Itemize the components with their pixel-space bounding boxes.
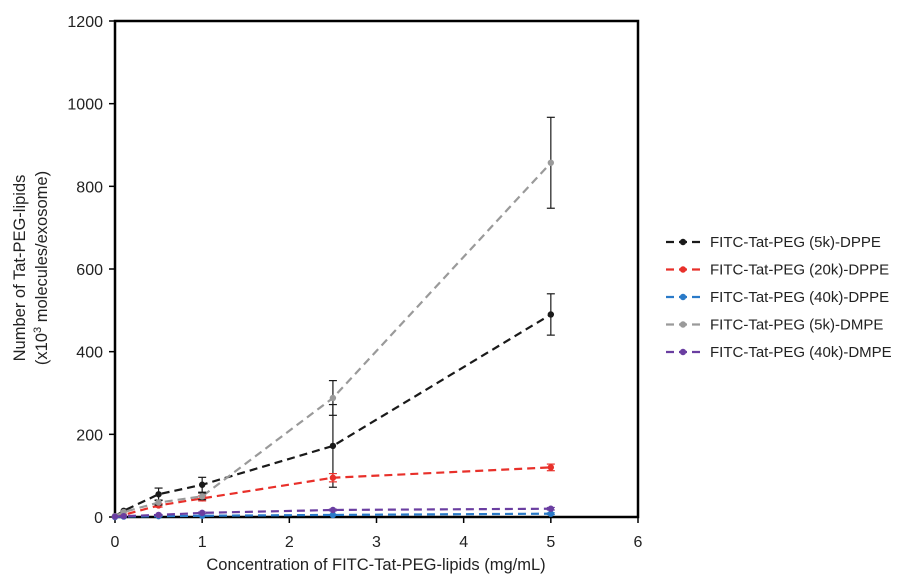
x-axis-title: Concentration of FITC-Tat-PEG-lipids (mg… [206, 556, 545, 574]
plot-frame [113, 19, 640, 519]
series-group [111, 505, 555, 520]
y-axis-title-post: molecules/exosome) [33, 171, 51, 327]
legend-label: FITC-Tat-PEG (20k)-DPPE [710, 262, 889, 279]
data-point [111, 513, 119, 520]
data-point [120, 512, 127, 520]
series-layer [111, 116, 555, 521]
y-tick-label: 1200 [67, 14, 103, 31]
data-point [329, 442, 337, 450]
x-tick-label: 2 [285, 534, 294, 551]
y-axis-title-superscript: 3 [32, 327, 44, 333]
data-point [155, 499, 162, 506]
x-tick-label: 1 [198, 534, 207, 551]
data-point [329, 506, 337, 514]
series-line [114, 162, 552, 518]
y-axis-title-pre: (x10 [33, 333, 51, 365]
legend-item: FITC-Tat-PEG (40k)-DMPE [666, 344, 892, 361]
legend-swatch-marker [679, 348, 687, 356]
legend-label: FITC-Tat-PEG (40k)-DPPE [710, 289, 889, 306]
legend-swatch-marker [679, 293, 687, 301]
chart-axes: 0 200 400 600 800 1000 1200 0 1 2 3 4 5 6 [67, 14, 642, 551]
data-point [155, 491, 162, 498]
y-axis-title-line2: (x103 molecules/exosome) [32, 171, 51, 365]
x-tick-label: 0 [111, 534, 120, 551]
data-point [198, 493, 206, 500]
legend-item: FITC-Tat-PEG (5k)-DPPE [666, 234, 881, 251]
data-point [198, 481, 206, 488]
legend-item: FITC-Tat-PEG (20k)-DPPE [666, 262, 889, 279]
y-tick-label: 200 [76, 427, 103, 444]
x-tick-label: 6 [634, 534, 643, 551]
data-point [198, 509, 206, 517]
data-point [547, 311, 555, 318]
legend-swatch-marker [679, 238, 687, 246]
legend-label: FITC-Tat-PEG (40k)-DMPE [710, 344, 892, 361]
y-tick-label: 800 [76, 179, 103, 196]
data-point [329, 394, 337, 402]
x-tick-label: 5 [546, 534, 555, 551]
series-line [114, 313, 552, 518]
legend-swatch-marker [679, 266, 687, 273]
y-tick-label: 600 [76, 262, 103, 279]
legend-item: FITC-Tat-PEG (40k)-DPPE [666, 289, 889, 306]
x-tick-label: 4 [459, 534, 468, 551]
x-tick-label: 3 [372, 534, 381, 551]
legend-item: FITC-Tat-PEG (5k)-DMPE [666, 317, 883, 334]
y-tick-label: 1000 [67, 97, 103, 114]
data-point [547, 464, 555, 471]
y-tick-label: 400 [76, 345, 103, 362]
data-point [329, 474, 337, 481]
data-point [547, 510, 555, 517]
y-axis-title-line1: Number of Tat-PEG-lipids [11, 175, 29, 362]
legend-label: FITC-Tat-PEG (5k)-DPPE [710, 234, 881, 251]
data-point [547, 159, 555, 166]
y-tick-label: 0 [94, 510, 103, 527]
chart-legend: FITC-Tat-PEG (5k)-DPPE FITC-Tat-PEG (20k)… [666, 234, 892, 361]
legend-swatch-marker [679, 321, 687, 328]
data-point [547, 505, 555, 512]
data-point [329, 511, 337, 519]
legend-label: FITC-Tat-PEG (5k)-DMPE [710, 317, 883, 334]
data-point [155, 511, 162, 519]
